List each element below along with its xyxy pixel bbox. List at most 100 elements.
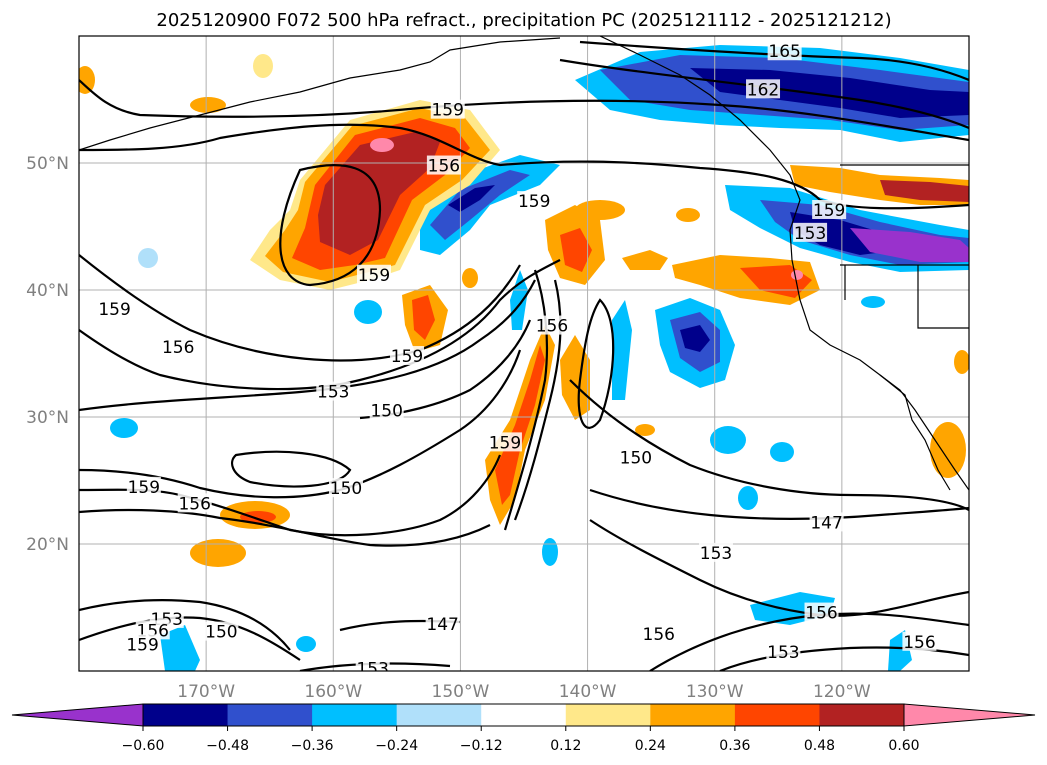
shade-pos-spot-7 xyxy=(954,350,969,374)
coast-alaska xyxy=(79,37,561,151)
contour-label-text: 156 xyxy=(162,338,194,358)
contour-label: 147 xyxy=(425,614,460,635)
contour-label-bg xyxy=(618,447,653,467)
colorbar-bin xyxy=(312,704,398,726)
contour-label-text: 156 xyxy=(428,157,460,177)
contour-label-bg xyxy=(809,512,844,532)
contour-label-bg xyxy=(902,631,937,651)
contour-153 xyxy=(79,279,536,412)
contour-label-text: 153 xyxy=(794,224,826,244)
coast-bc xyxy=(599,36,969,491)
contour-label: 150 xyxy=(204,621,239,643)
colorbar-bin xyxy=(143,704,229,726)
shade-neg-strip-2 xyxy=(612,300,632,400)
contour-label: 156 xyxy=(426,155,461,177)
map-background xyxy=(79,36,969,671)
y-tick-label: 40°N xyxy=(26,281,69,301)
contour-156-south xyxy=(79,508,491,547)
chart-title: 2025120900 F072 500 hPa refract., precip… xyxy=(156,10,891,31)
map-frame xyxy=(78,35,970,672)
colorbar-tick-label: −0.36 xyxy=(291,738,334,754)
contour-label-bg xyxy=(767,41,802,61)
shade-pos-coast-red xyxy=(880,180,969,202)
contour-159-north xyxy=(79,79,969,142)
shade-pos-mid-east-pink xyxy=(791,270,803,280)
map-area: 165 162 159 156 159 159 153 159 159 156 156 159 153 1… xyxy=(79,36,969,679)
contour-label: 150 xyxy=(618,447,653,469)
contour-label: 159 xyxy=(390,346,425,367)
contour-label-text: 165 xyxy=(768,42,800,62)
contour-label: 153 xyxy=(766,641,801,663)
shade-pos-spot-6 xyxy=(930,422,966,478)
contour-label: 153 xyxy=(316,381,351,403)
contour-label-bg xyxy=(793,222,828,242)
contour-label: 156 xyxy=(804,602,839,624)
contour-label-bg xyxy=(390,346,425,366)
contour-label-text: 147 xyxy=(810,513,842,533)
shade-pos-spot-11 xyxy=(575,200,625,220)
contour-label-text: 162 xyxy=(747,80,779,100)
x-tick-label: 160°W xyxy=(304,682,362,702)
contour-label-text: 153 xyxy=(767,643,799,663)
contour-label: 165 xyxy=(767,41,802,62)
shade-pos-spot-4 xyxy=(79,66,95,94)
shade-pos-mid-3 xyxy=(622,250,668,270)
contour-low-loop xyxy=(279,164,382,287)
shade-pos-blob-north-pink xyxy=(370,138,394,152)
contour-label-bg xyxy=(97,299,132,319)
shade-neg-trough-core xyxy=(430,170,530,240)
contour-label-text: 159 xyxy=(813,201,845,221)
y-tick-label: 50°N xyxy=(26,154,69,174)
contour-label: 159 xyxy=(97,299,132,320)
contour-label-bg xyxy=(355,658,390,671)
colorbar-bin xyxy=(481,704,567,726)
contour-label: 156 xyxy=(534,315,569,337)
contour-label-bg xyxy=(125,634,160,654)
contour-label-text: 153 xyxy=(700,544,732,564)
x-tick-label: 120°W xyxy=(813,682,871,702)
contour-label-bg xyxy=(204,621,239,641)
colorbar: −0.60 −0.48 −0.36 −0.24 −0.12 0.12 0.24 0.36 0.4… xyxy=(11,703,1036,754)
contour-label-bg xyxy=(517,191,552,211)
contour-label-bg xyxy=(430,99,465,119)
contour-label-text: 159 xyxy=(431,101,463,121)
x-tick-label: 150°W xyxy=(432,682,490,702)
contour-label-text: 153 xyxy=(356,659,388,679)
contour-label: 159 xyxy=(487,432,522,453)
contour-label-bg xyxy=(746,79,781,99)
state-borders xyxy=(840,164,969,329)
contour-label-text: 159 xyxy=(128,478,160,498)
contour-156-mid xyxy=(79,259,561,391)
contour-label: 153 xyxy=(355,658,390,679)
contour-jet-1 xyxy=(503,269,549,531)
shade-neg-spot-12 xyxy=(296,636,316,652)
contour-label-text: 150 xyxy=(370,402,402,422)
contour-label-bg xyxy=(126,476,161,496)
coastlines xyxy=(79,36,969,491)
colorbar-bin xyxy=(650,704,736,726)
colorbar-bin xyxy=(734,704,820,726)
contour-153-south xyxy=(589,519,969,617)
colorbar-tick-label: −0.12 xyxy=(460,738,503,754)
shade-neg-spot-8 xyxy=(861,296,885,308)
contour-label-text: 150 xyxy=(330,479,362,499)
x-tick-label: 140°W xyxy=(559,682,617,702)
shade-neg-strip xyxy=(510,270,528,330)
shade-pos-spot-3 xyxy=(190,97,226,113)
colorbar-tick-label: −0.24 xyxy=(375,738,418,754)
colorbar-tick-label: 0.48 xyxy=(804,738,835,754)
shade-neg-spot-7 xyxy=(138,248,158,268)
shade-pos-spot-2 xyxy=(190,539,246,567)
contour-label-text: 156 xyxy=(643,625,675,645)
contour-label: 159 xyxy=(812,199,847,221)
colorbar-bin xyxy=(396,704,482,726)
x-tick-label: 130°W xyxy=(686,682,744,702)
contour-153-sw xyxy=(79,598,291,651)
shade-pos-mid-1-red xyxy=(560,228,592,272)
shade-pos-spot-10 xyxy=(462,268,478,288)
contour-label: 150 xyxy=(329,478,363,499)
shade-pos-spot-8 xyxy=(635,424,655,436)
colorbar-tick-label: −0.48 xyxy=(206,738,249,754)
shade-neg-spot-5 xyxy=(542,538,558,566)
